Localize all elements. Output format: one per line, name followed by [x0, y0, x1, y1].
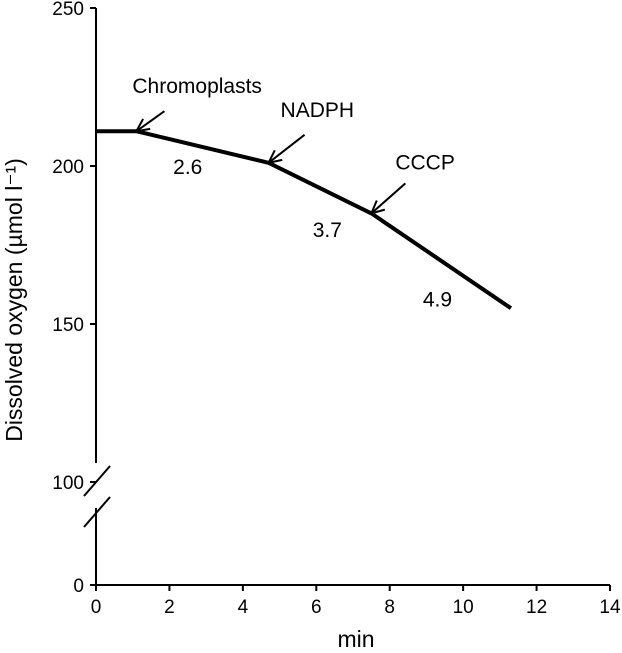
annotation-arrow-shaft: [370, 182, 407, 215]
axis-break-mark: [83, 496, 111, 528]
rate-label: 3.7: [313, 219, 342, 242]
annotations: Chromoplasts NADPH CCCP 2.6 3.7 4.9: [132, 75, 454, 311]
x-tick-label: 10: [453, 597, 474, 618]
axis-break-mark: [83, 465, 111, 497]
y-tick-label: 200: [52, 157, 84, 178]
x-tick-label: 2: [164, 597, 175, 618]
annotation-arrow-head: [369, 200, 386, 215]
rate-label: 2.6: [173, 156, 202, 179]
x-tick-label: 0: [91, 597, 102, 618]
x-tick-label: 8: [384, 597, 395, 618]
annotation-arrow-head: [134, 118, 151, 133]
annotation-arrow-head: [266, 149, 283, 165]
x-axis-title: min: [337, 626, 374, 652]
x-tick-label: 12: [526, 597, 547, 618]
annotation-arrow-shaft: [135, 110, 165, 133]
annotation-arrow-shaft: [267, 134, 306, 164]
x-tick-label: 4: [238, 597, 249, 618]
y-tick-label: 0: [73, 576, 84, 597]
axes: 100 150 200 250 00 2 4 6 8 10 12 14: [52, 0, 621, 618]
y-tick-label: 250: [52, 0, 84, 20]
rate-label: 4.9: [423, 289, 452, 312]
y-tick-label: 100: [52, 473, 84, 494]
x-tick-label: 6: [311, 597, 322, 618]
annotation-label: CCCP: [395, 151, 455, 174]
y-axis-title: Dissolved oxygen (µmol l⁻¹): [1, 158, 27, 442]
y-tick-label: 150: [52, 315, 84, 336]
annotation-label: NADPH: [281, 99, 355, 122]
x-tick-label: 14: [599, 597, 621, 618]
annotation-label: Chromoplasts: [132, 75, 262, 98]
